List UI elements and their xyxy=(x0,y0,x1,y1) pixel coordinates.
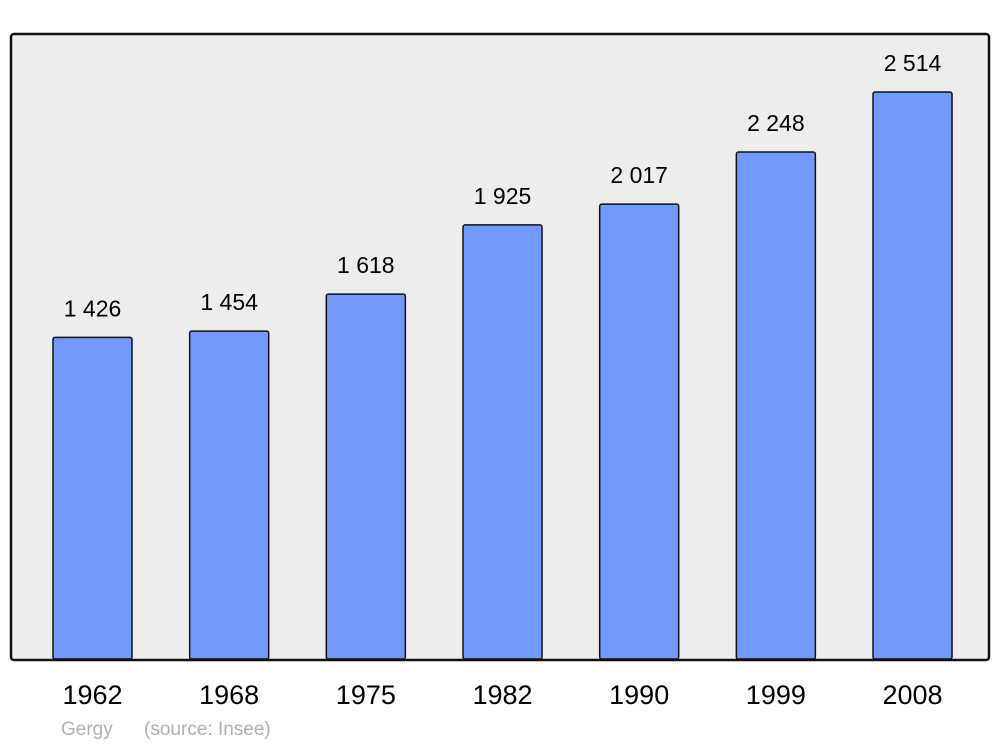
bar-1982 xyxy=(462,224,543,660)
bar-1990 xyxy=(598,203,680,660)
data-label-2008: 2 514 xyxy=(884,50,942,76)
footer-place: Gergy xyxy=(61,719,113,740)
data-label-1990: 2 017 xyxy=(610,162,668,188)
x-tick-label-1982: 1982 xyxy=(472,680,532,710)
x-tick-label-1990: 1990 xyxy=(609,680,669,710)
data-label-1999: 2 248 xyxy=(747,110,805,136)
data-label-1975: 1 618 xyxy=(337,252,395,278)
x-tick-label-1999: 1999 xyxy=(746,680,806,710)
footer-source: (source: Insee) xyxy=(144,719,271,740)
footer: Gergy (source: Insee) xyxy=(61,719,297,741)
bar-1999 xyxy=(735,151,817,660)
data-label-1968: 1 454 xyxy=(200,289,258,315)
data-label-1962: 1 426 xyxy=(64,295,122,321)
x-tick-label-1968: 1968 xyxy=(199,680,259,710)
x-tick-label-2008: 2008 xyxy=(882,680,942,710)
bar-2008 xyxy=(872,91,953,660)
data-label-1982: 1 925 xyxy=(474,183,532,209)
bar-1968 xyxy=(188,330,270,660)
bar-1975 xyxy=(325,293,407,660)
x-tick-label-1962: 1962 xyxy=(62,680,122,710)
x-tick-label-1975: 1975 xyxy=(336,680,396,710)
bar-1962 xyxy=(52,336,133,660)
